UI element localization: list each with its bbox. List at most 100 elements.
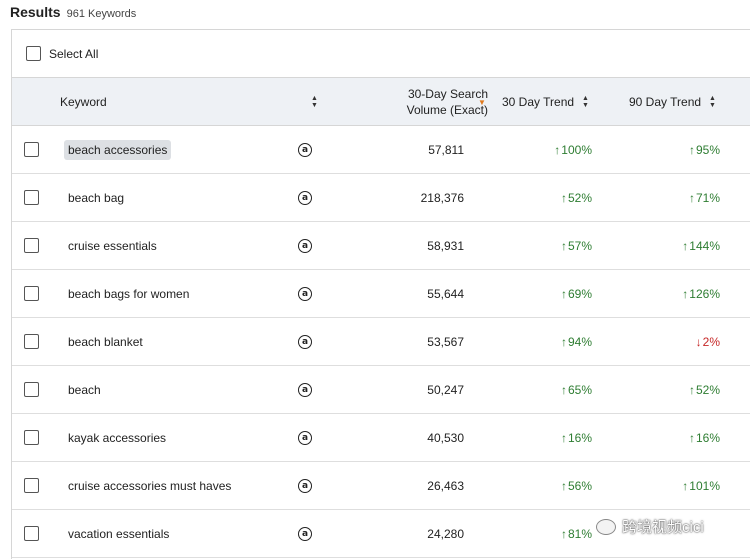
trend-90-value: 95%	[695, 142, 720, 157]
column-header-keyword[interactable]: Keyword	[60, 78, 107, 126]
column-header-30-day-trend-label: 30 Day Trend	[502, 95, 575, 109]
row-checkbox-cell	[24, 510, 39, 557]
trend-90-value: 101%	[689, 478, 720, 493]
column-header-volume-line1: 30-Day Search	[407, 87, 488, 101]
search-volume-cell: 55,644	[372, 270, 464, 317]
search-volume-value: 24,280	[427, 526, 464, 541]
amazon-icon[interactable]: a	[298, 430, 312, 445]
table-row: beach accessories a 57,811 ↑ 100% ↑ 95%	[12, 126, 750, 174]
trend-30-value: 56%	[567, 478, 592, 493]
search-volume-value: 58,931	[427, 238, 464, 253]
table-body: beach accessories a 57,811 ↑ 100% ↑ 95% beach b…	[12, 126, 750, 558]
keyword-text[interactable]: vacation essentials	[68, 526, 170, 541]
search-volume-cell: 24,280	[372, 510, 464, 557]
keyword-cell: beach	[64, 366, 254, 413]
amazon-icon[interactable]: a	[298, 526, 312, 541]
amazon-icon[interactable]: a	[298, 478, 312, 493]
amazon-icon[interactable]: a	[298, 142, 312, 157]
row-checkbox[interactable]	[24, 526, 39, 541]
row-checkbox[interactable]	[24, 382, 39, 397]
trend-90-cell: ↑ 16%	[640, 414, 720, 461]
column-header-keyword-label: Keyword	[60, 95, 107, 109]
trend-30-cell: ↑ 69%	[512, 270, 592, 317]
search-volume-value: 218,376	[420, 190, 464, 205]
row-checkbox-cell	[24, 414, 39, 461]
arrow-up-icon: ↑	[554, 142, 561, 157]
row-checkbox[interactable]	[24, 142, 39, 157]
row-checkbox[interactable]	[24, 334, 39, 349]
table-row: vacation essentials a 24,280 ↑ 81%	[12, 510, 750, 558]
keyword-cell: beach blanket	[64, 318, 254, 365]
arrow-up-icon: ↑	[560, 382, 567, 397]
keyword-cell: beach accessories	[64, 126, 254, 173]
arrow-up-icon: ↑	[682, 286, 689, 301]
table-row: cruise accessories must haves a 26,463 ↑ 56%…	[12, 462, 750, 510]
table-row: beach a 50,247 ↑ 65% ↑ 52%	[12, 366, 750, 414]
marketplace-cell: a	[298, 126, 312, 173]
column-header-search-volume[interactable]: 30-Day Search Volume (Exact)	[372, 78, 488, 126]
keyword-text[interactable]: beach accessories	[64, 139, 172, 160]
trend-90-value: 16%	[695, 430, 720, 445]
sort-desc-icon[interactable]: ▼	[478, 97, 486, 107]
marketplace-cell: a	[298, 510, 312, 557]
select-all-row: Select All	[12, 30, 750, 78]
amazon-icon[interactable]: a	[298, 286, 312, 301]
keyword-text[interactable]: kayak accessories	[68, 430, 167, 445]
sort-icon: ▲ ▼	[582, 95, 589, 109]
row-checkbox[interactable]	[24, 478, 39, 493]
trend-90-cell: ↑ 71%	[640, 174, 720, 221]
search-volume-value: 40,530	[427, 430, 464, 445]
table-row: beach bags for women a 55,644 ↑ 69% ↑ 126%	[12, 270, 750, 318]
amazon-icon[interactable]: a	[298, 190, 312, 205]
trend-90-value: 144%	[689, 238, 720, 253]
arrow-up-icon: ↑	[560, 190, 567, 205]
keyword-text[interactable]: beach blanket	[68, 334, 143, 349]
table-row: kayak accessories a 40,530 ↑ 16% ↑ 16%	[12, 414, 750, 462]
row-checkbox-cell	[24, 318, 39, 365]
trend-30-cell: ↑ 81%	[512, 510, 592, 557]
trend-90-value: 52%	[695, 382, 720, 397]
select-all-checkbox[interactable]	[26, 46, 41, 61]
select-all-label: Select All	[49, 46, 99, 61]
trend-90-cell: ↑ 144%	[640, 222, 720, 269]
trend-30-cell: ↑ 52%	[512, 174, 592, 221]
amazon-icon[interactable]: a	[298, 334, 312, 349]
column-header-30-day-trend[interactable]: 30 Day Trend ▲ ▼	[502, 78, 589, 126]
results-title: Results	[10, 4, 61, 20]
amazon-icon[interactable]: a	[298, 382, 312, 397]
column-header-90-day-trend[interactable]: 90 Day Trend ▲ ▼	[629, 78, 716, 126]
row-checkbox-cell	[24, 222, 39, 269]
keyword-text[interactable]: cruise essentials	[68, 238, 157, 253]
keyword-text[interactable]: beach bags for women	[68, 286, 190, 301]
trend-30-cell: ↑ 65%	[512, 366, 592, 413]
trend-90-cell: ↑ 52%	[640, 366, 720, 413]
row-checkbox-cell	[24, 126, 39, 173]
search-volume-cell: 57,811	[372, 126, 464, 173]
arrow-up-icon: ↑	[560, 526, 567, 541]
trend-30-value: 94%	[567, 334, 592, 349]
marketplace-cell: a	[298, 366, 312, 413]
search-volume-cell: 26,463	[372, 462, 464, 509]
table-row: cruise essentials a 58,931 ↑ 57% ↑ 144%	[12, 222, 750, 270]
arrow-up-icon: ↑	[682, 478, 689, 493]
row-checkbox[interactable]	[24, 190, 39, 205]
row-checkbox[interactable]	[24, 286, 39, 301]
keyword-text[interactable]: cruise accessories must haves	[68, 478, 232, 493]
keyword-text[interactable]: beach	[68, 382, 101, 397]
keyword-text[interactable]: beach bag	[68, 190, 125, 205]
search-volume-value: 26,463	[427, 478, 464, 493]
arrow-down-icon: ↓	[695, 334, 702, 349]
trend-30-value: 65%	[567, 382, 592, 397]
keyword-sort-button[interactable]: ▲ ▼	[303, 78, 318, 126]
search-volume-value: 55,644	[427, 286, 464, 301]
row-checkbox[interactable]	[24, 430, 39, 445]
row-checkbox-cell	[24, 366, 39, 413]
arrow-up-icon: ↑	[560, 430, 567, 445]
search-volume-cell: 50,247	[372, 366, 464, 413]
marketplace-cell: a	[298, 222, 312, 269]
row-checkbox[interactable]	[24, 238, 39, 253]
table-header: Keyword ▲ ▼ 30-Day Search Volume (Exact) …	[12, 78, 750, 126]
trend-30-value: 52%	[567, 190, 592, 205]
trend-30-value: 16%	[567, 430, 592, 445]
amazon-icon[interactable]: a	[298, 238, 312, 253]
